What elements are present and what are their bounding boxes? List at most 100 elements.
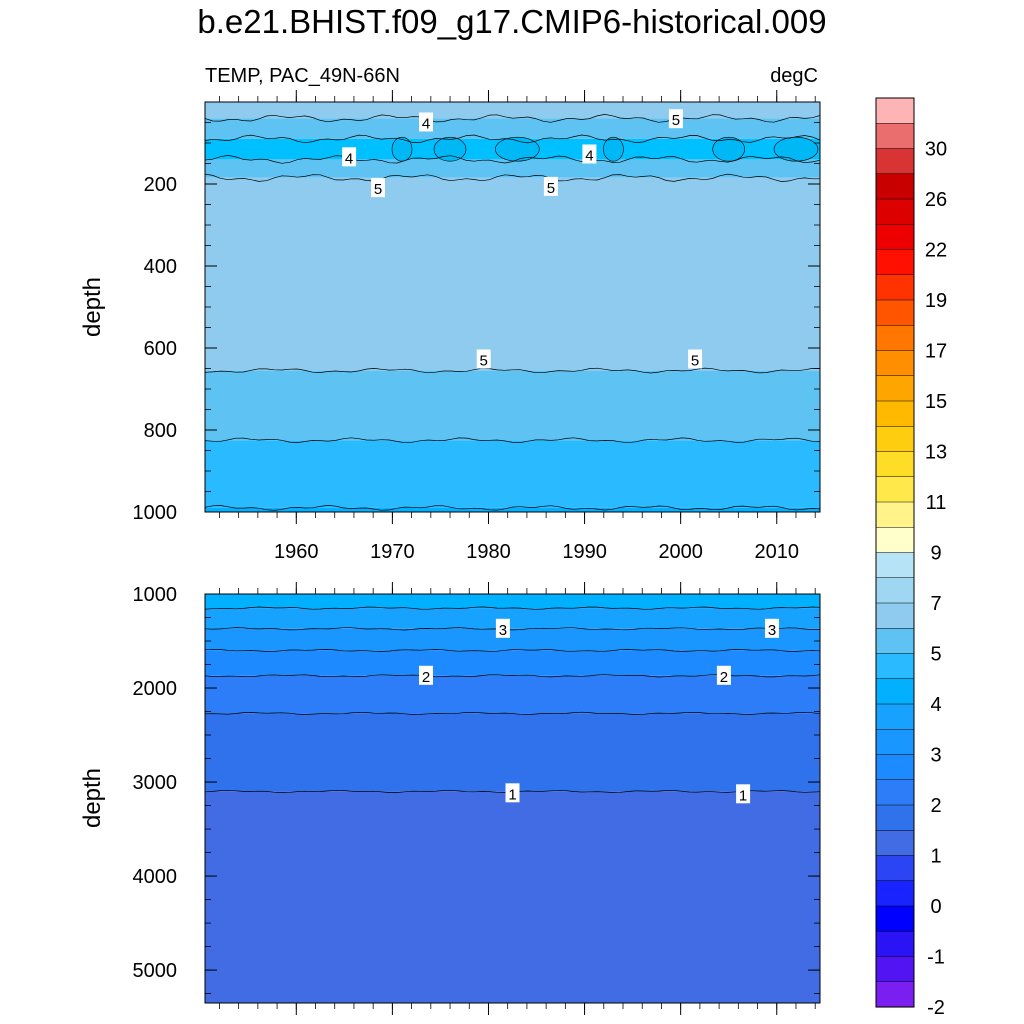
contour-label: 4 (585, 148, 593, 165)
colorbar-tick-label: 3 (930, 745, 941, 767)
y-tick-label: 600 (144, 338, 177, 360)
contour-line (204, 173, 820, 182)
x-tick-label: 1990 (562, 541, 607, 563)
colorbar-tick-label: -1 (927, 947, 945, 969)
colorbar-tick-label: 4 (930, 694, 941, 716)
contour-line (204, 505, 821, 511)
colorbar-swatch (875, 249, 915, 276)
contour-label: 3 (768, 622, 776, 639)
colorbar-tick-label: 19 (925, 290, 947, 312)
colorbar-swatch (875, 703, 915, 730)
colorbar-swatch (875, 198, 915, 225)
y-tick-label: 2000 (133, 678, 178, 700)
contour-label: 5 (374, 181, 382, 198)
contour-label-bg (371, 178, 385, 198)
contour-label: 5 (547, 180, 555, 197)
y-tick-label: 1000 (133, 584, 178, 606)
units-label: degC (770, 65, 818, 87)
y-tick-label: 400 (144, 256, 177, 278)
colorbar-swatch (875, 299, 915, 326)
colorbar-tick-label: 15 (925, 391, 947, 413)
contour-label-bg (688, 349, 703, 369)
colorbar-swatch (875, 830, 915, 857)
colorbar-swatch (875, 375, 915, 402)
colorbar-swatch (875, 880, 915, 907)
contour-band (205, 791, 820, 1003)
contour-line (204, 648, 821, 652)
contour-label-bg (668, 109, 683, 129)
lower-ylabel: depth (79, 768, 106, 828)
contour-label: 4 (345, 150, 353, 167)
colorbar-swatch (875, 426, 915, 453)
colorbar-swatch (875, 653, 915, 680)
colorbar-tick-label: 9 (930, 543, 941, 565)
colorbar-tick-label: 5 (930, 644, 941, 666)
colorbar-swatch (875, 754, 915, 781)
contour-band (205, 370, 820, 441)
colorbar-tick-label: 2 (930, 795, 941, 817)
colorbar-swatch (875, 552, 915, 579)
colorbar-tick-label: 0 (930, 896, 941, 918)
cold-core-contour (391, 136, 413, 162)
contour-line (204, 606, 821, 610)
contour-label: 1 (508, 786, 516, 803)
colorbar-tick-label: 11 (926, 492, 947, 514)
contour-label: 2 (422, 669, 430, 686)
contour-label: 5 (480, 353, 488, 370)
colorbar-swatch (875, 501, 915, 528)
colorbar-swatch (875, 476, 915, 503)
colorbar-tick-label: 30 (925, 139, 947, 161)
contour-band (205, 102, 820, 119)
contour-line (204, 437, 821, 444)
colorbar-swatch (875, 905, 915, 932)
contour-line (204, 711, 821, 715)
upper-ylabel: depth (79, 277, 106, 337)
contour-label-bg (505, 783, 520, 803)
contour-label-bg (476, 349, 491, 369)
colorbar-swatch (875, 148, 915, 175)
colorbar-tick-label: 13 (925, 442, 947, 464)
contour-line (204, 627, 821, 631)
upper-depth-panel: 4 5 4 4 5 5 5 5 200 400 600 800 1000 1960 1970 1980 1990… (133, 90, 821, 563)
colorbar-swatch (875, 577, 915, 604)
colorbar-frame (875, 97, 915, 1008)
colorbar-swatch (875, 729, 915, 756)
colorbar-swatch (875, 855, 915, 882)
contour-label: 2 (720, 669, 728, 686)
y-tick-label: 200 (144, 174, 177, 196)
colorbar-swatch (875, 97, 915, 124)
y-tick-label: 800 (144, 420, 177, 442)
contour-label-bg (736, 784, 751, 804)
colorbar-swatch (875, 678, 915, 705)
contour-label: 5 (672, 112, 680, 129)
y-tick-label: 3000 (133, 772, 178, 794)
contour-label-bg (582, 144, 597, 164)
colorbar-swatch (875, 350, 915, 377)
contour-label-bg (495, 618, 510, 638)
colorbar-swatch (875, 274, 915, 301)
colorbar-swatch (875, 779, 915, 806)
contour-band (205, 594, 820, 609)
colorbar-tick-label: 26 (925, 189, 947, 211)
colorbar-swatch (875, 527, 915, 554)
cold-core-contour (712, 136, 746, 162)
contour-band (205, 608, 820, 629)
contour-band (205, 507, 820, 512)
figure-title: b.e21.BHIST.f09_g17.CMIP6-historical.009 (197, 3, 826, 40)
cold-core-contour (494, 136, 540, 162)
contour-label-bg (543, 176, 558, 196)
contour-label: 4 (422, 116, 430, 133)
panel-frame (204, 593, 821, 1004)
contour-label-bg (419, 112, 433, 132)
contour-label: 5 (691, 353, 699, 370)
contour-label: 1 (739, 787, 747, 804)
colorbar-swatch (875, 602, 915, 629)
colorbar-tick-label: 17 (925, 341, 947, 363)
colorbar-tick-label: 22 (925, 240, 947, 262)
contour-line (204, 114, 821, 123)
x-tick-label: 1980 (466, 541, 511, 563)
colorbar-swatch (875, 123, 915, 150)
cold-core-contour (603, 136, 624, 162)
colorbar-tick-label: 7 (930, 593, 941, 615)
